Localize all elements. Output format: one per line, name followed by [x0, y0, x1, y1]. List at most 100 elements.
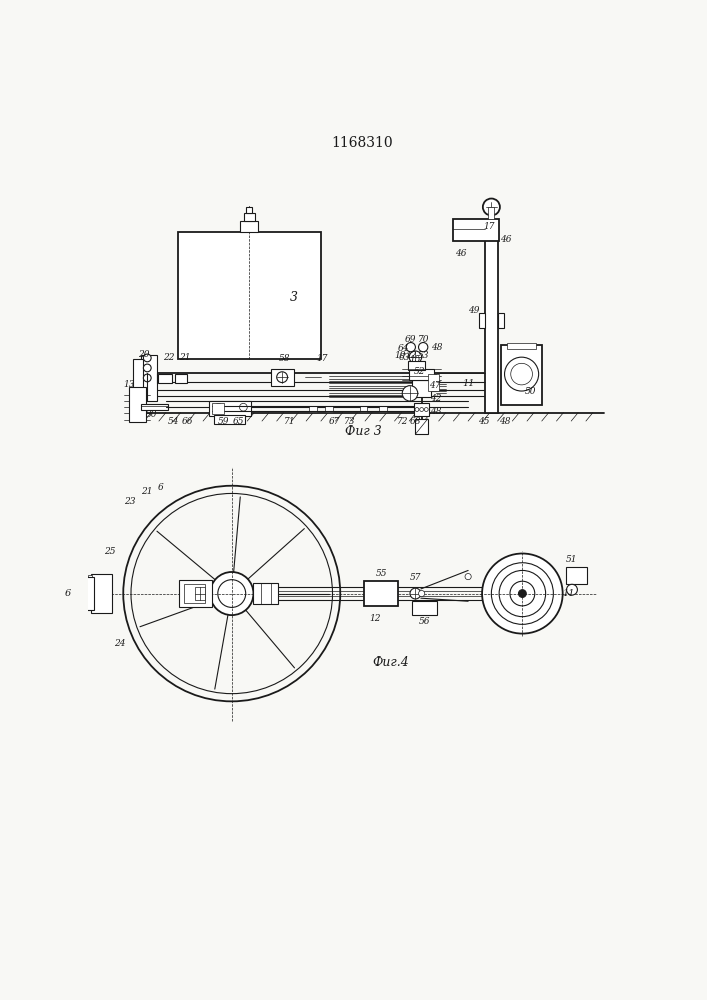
Circle shape: [510, 581, 534, 606]
Bar: [90, 574, 112, 613]
Bar: [85, 577, 94, 610]
Circle shape: [518, 590, 526, 597]
Bar: [88, 592, 92, 599]
Bar: [141, 355, 156, 401]
Text: 46: 46: [455, 249, 466, 258]
Text: 6: 6: [64, 589, 71, 598]
Bar: [194, 587, 206, 600]
Text: 20: 20: [139, 350, 150, 359]
Circle shape: [276, 372, 288, 383]
Text: 54: 54: [168, 417, 180, 426]
Bar: [175, 374, 187, 383]
Bar: [507, 343, 537, 349]
Text: 17: 17: [484, 222, 495, 231]
Text: Фиг 3: Фиг 3: [345, 425, 382, 438]
Bar: [485, 239, 498, 413]
Text: 59: 59: [218, 417, 230, 426]
Text: 57: 57: [409, 573, 421, 582]
Circle shape: [402, 386, 418, 401]
Text: 46: 46: [500, 235, 511, 244]
Bar: [88, 584, 92, 590]
Bar: [489, 207, 494, 219]
Bar: [309, 406, 317, 412]
Bar: [412, 380, 431, 397]
Bar: [134, 359, 143, 397]
Bar: [179, 580, 211, 607]
Circle shape: [499, 570, 546, 617]
Text: 52: 52: [414, 367, 425, 376]
Bar: [271, 369, 293, 386]
Circle shape: [420, 408, 423, 411]
Circle shape: [218, 580, 246, 607]
Circle shape: [491, 563, 554, 624]
Text: 45: 45: [478, 417, 489, 426]
Circle shape: [415, 408, 419, 411]
Circle shape: [482, 554, 563, 634]
Text: 63: 63: [399, 353, 410, 362]
Text: 21: 21: [141, 487, 152, 496]
Text: 72: 72: [397, 417, 408, 426]
Circle shape: [510, 363, 532, 385]
Text: 1168310: 1168310: [331, 136, 393, 150]
Text: 30: 30: [146, 410, 158, 419]
Bar: [212, 403, 224, 414]
Bar: [379, 406, 387, 412]
Bar: [253, 583, 279, 604]
Text: 17: 17: [317, 354, 328, 363]
Circle shape: [424, 408, 428, 411]
Bar: [158, 374, 172, 383]
Bar: [325, 406, 332, 412]
Bar: [566, 567, 588, 584]
Text: 25: 25: [103, 547, 115, 556]
Text: 58: 58: [279, 354, 290, 363]
Circle shape: [210, 572, 253, 615]
Text: 13: 13: [123, 380, 134, 389]
Bar: [246, 207, 252, 213]
Bar: [408, 361, 425, 370]
Bar: [88, 575, 92, 582]
Text: 12: 12: [369, 614, 381, 623]
Text: 68: 68: [409, 417, 421, 426]
Bar: [209, 401, 251, 416]
Text: 73: 73: [344, 417, 356, 426]
Text: 56: 56: [419, 617, 431, 626]
Bar: [409, 369, 434, 380]
Bar: [360, 406, 368, 412]
Bar: [412, 601, 437, 615]
Bar: [184, 584, 206, 603]
Text: 48: 48: [431, 343, 443, 352]
Text: 51: 51: [566, 555, 577, 564]
Bar: [421, 374, 436, 391]
Bar: [129, 387, 146, 422]
Bar: [414, 403, 429, 416]
Text: 48: 48: [430, 407, 441, 416]
Text: 22: 22: [163, 353, 175, 362]
Circle shape: [419, 590, 425, 597]
Bar: [214, 415, 245, 424]
Text: 65: 65: [233, 417, 245, 426]
Bar: [498, 312, 504, 328]
Text: 48: 48: [499, 417, 510, 426]
Text: 55: 55: [375, 569, 387, 578]
Bar: [452, 219, 499, 241]
Text: 12: 12: [405, 351, 416, 360]
Text: 3: 3: [290, 291, 298, 304]
Circle shape: [240, 403, 247, 411]
Text: 6: 6: [158, 483, 163, 492]
Bar: [363, 581, 398, 606]
Text: 47: 47: [429, 381, 440, 390]
Text: 70: 70: [419, 335, 430, 344]
Bar: [177, 232, 321, 359]
Bar: [416, 419, 428, 434]
Text: 24: 24: [114, 639, 125, 648]
Circle shape: [215, 403, 223, 411]
Text: 64: 64: [398, 344, 409, 353]
Text: 66: 66: [182, 417, 193, 426]
Circle shape: [566, 584, 578, 595]
Text: 15: 15: [409, 355, 421, 364]
Bar: [479, 312, 485, 328]
Text: 42: 42: [430, 394, 441, 403]
Circle shape: [144, 374, 151, 382]
Bar: [240, 221, 259, 232]
Circle shape: [144, 354, 151, 362]
